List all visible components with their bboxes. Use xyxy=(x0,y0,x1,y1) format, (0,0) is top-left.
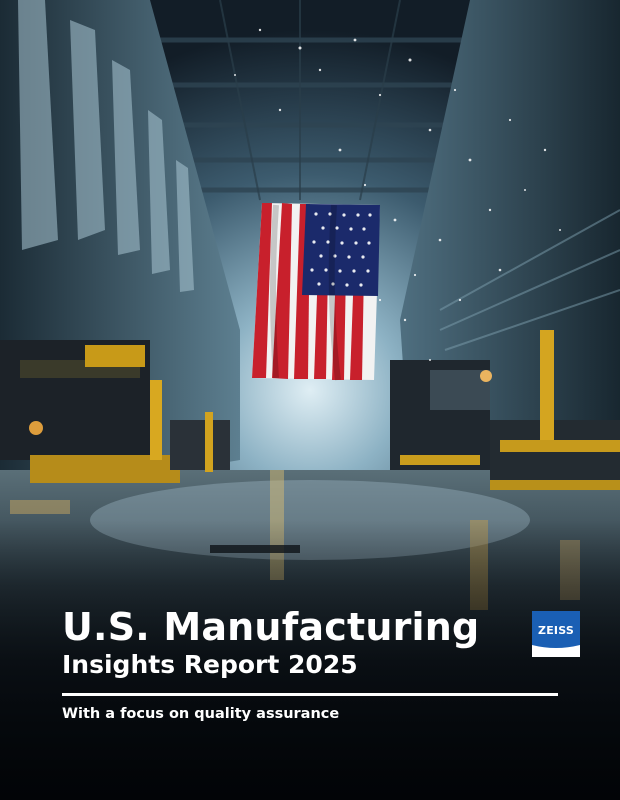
report-title-secondary: Insights Report 2025 xyxy=(62,650,358,679)
american-flag-icon xyxy=(252,203,380,381)
title-divider xyxy=(62,693,558,696)
report-title: U.S. Manufacturing xyxy=(62,605,480,649)
title-block: U.S. Manufacturing Insights Report 2025 xyxy=(62,604,562,680)
zeiss-logo-icon: ZEISS xyxy=(532,611,580,657)
report-subtitle: With a focus on quality assurance xyxy=(62,706,340,722)
logo-text: ZEISS xyxy=(538,624,574,637)
